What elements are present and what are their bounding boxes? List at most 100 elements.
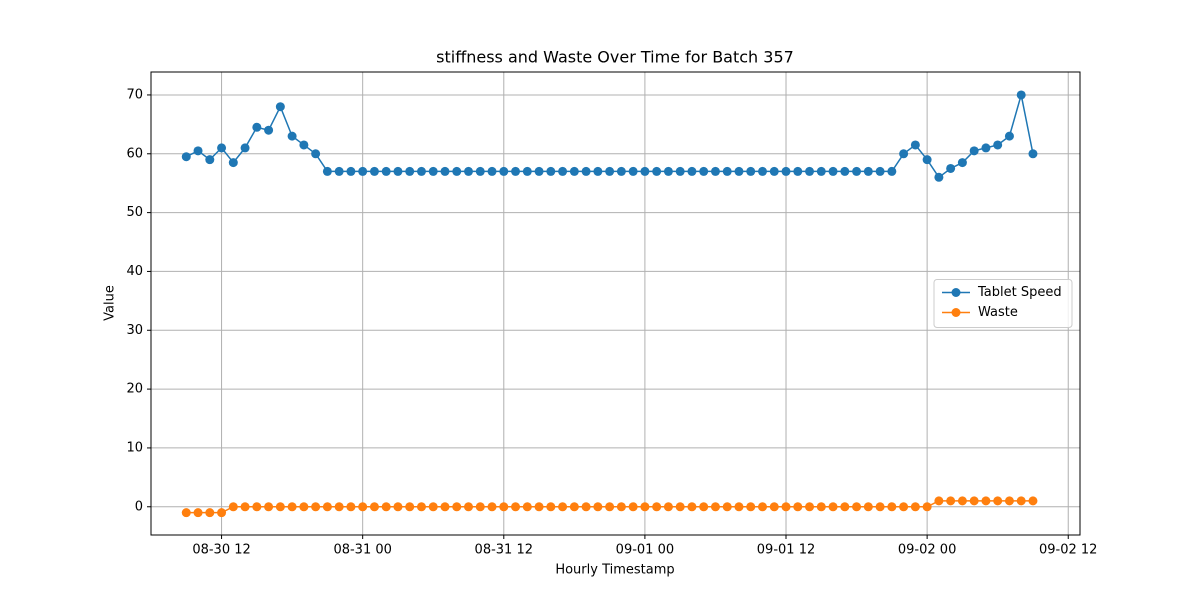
data-point [228,158,238,168]
data-point [993,140,1003,150]
x-tick-label: 08-31 12 [475,543,533,558]
y-tick-label: 0 [135,499,143,514]
data-point [475,502,485,512]
data-point [899,502,909,512]
data-point [1016,496,1026,506]
data-point [416,166,426,176]
data-point [910,140,920,150]
data-point [499,502,509,512]
data-point [593,166,603,176]
data-point [252,122,262,132]
data-point [863,166,873,176]
data-point [487,166,497,176]
data-point [287,131,297,141]
data-point [299,502,309,512]
data-point [240,143,250,153]
data-point [675,502,685,512]
data-point [181,152,191,162]
data-point [863,502,873,512]
data-point [981,496,991,506]
y-tick-label: 60 [126,146,143,161]
data-point [934,172,944,182]
data-point [311,502,321,512]
data-point [746,166,756,176]
x-tick-label: 09-01 00 [616,543,674,558]
data-point [311,149,321,159]
data-point [652,166,662,176]
data-point [440,166,450,176]
data-point [240,502,250,512]
data-point [393,502,403,512]
data-point [957,496,967,506]
data-point [275,102,285,112]
data-point [934,496,944,506]
data-point [546,502,556,512]
data-point [710,502,720,512]
data-point [558,502,568,512]
legend-label: Waste [978,305,1018,320]
data-point [746,502,756,512]
data-point [816,502,826,512]
data-point [499,166,509,176]
data-point [769,502,779,512]
data-point [852,502,862,512]
data-point [593,502,603,512]
data-point [922,502,932,512]
data-point [299,140,309,150]
data-point [946,496,956,506]
data-point [334,166,344,176]
data-point [652,502,662,512]
data-point [581,166,591,176]
data-point [605,166,615,176]
data-point [346,166,356,176]
data-point [605,502,615,512]
x-tick-label: 08-31 00 [333,543,391,558]
data-point [1028,496,1038,506]
data-point [640,166,650,176]
y-axis-label: Value [103,285,118,321]
data-point [275,502,285,512]
data-point [628,166,638,176]
data-point [910,502,920,512]
data-point [369,502,379,512]
x-tick-label: 08-30 12 [192,543,250,558]
data-point [475,166,485,176]
data-point [687,166,697,176]
data-point [675,166,685,176]
data-point [616,502,626,512]
x-tick-label: 09-01 12 [757,543,815,558]
data-point [793,166,803,176]
data-point [534,166,544,176]
data-point [1028,149,1038,159]
y-tick-label: 30 [126,323,143,338]
data-point [569,502,579,512]
legend-box [933,279,1073,328]
data-point [628,502,638,512]
data-point [511,166,521,176]
data-point [217,143,227,153]
data-point [487,502,497,512]
data-point [734,502,744,512]
y-tick-label: 50 [126,205,143,220]
data-point [793,502,803,512]
data-point [428,502,438,512]
data-point [699,502,709,512]
data-point [816,166,826,176]
data-point [710,166,720,176]
data-point [699,166,709,176]
data-point [875,166,885,176]
data-point [346,502,356,512]
data-point [228,502,238,512]
data-point [887,166,897,176]
data-point [428,166,438,176]
data-point [922,155,932,165]
chart-title: stiffness and Waste Over Time for Batch … [436,48,794,67]
data-point [769,166,779,176]
data-point [452,502,462,512]
data-point [405,502,415,512]
data-point [181,508,191,518]
data-point [287,502,297,512]
data-point [205,508,215,518]
data-point [546,166,556,176]
data-point [969,496,979,506]
